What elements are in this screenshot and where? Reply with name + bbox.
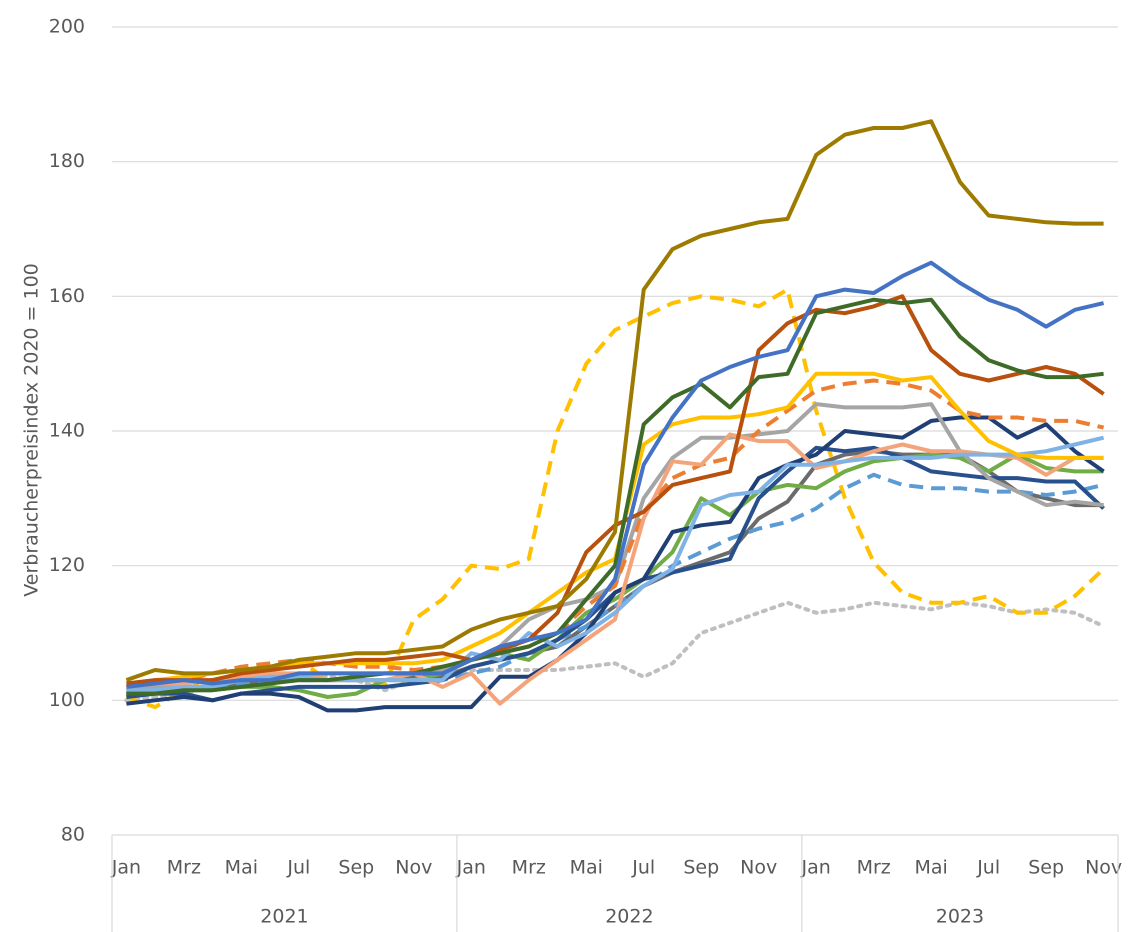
x-tick-label: Mrz [167, 857, 201, 879]
x-tick-label: Jul [976, 857, 1000, 879]
x-tick-label: Sep [338, 857, 374, 879]
y-tick-label: 180 [49, 150, 85, 172]
series-line [126, 260, 1105, 689]
x-tick-label: Jan [801, 857, 831, 879]
x-tick-label: Jul [631, 857, 655, 879]
y-tick-label: 200 [49, 16, 85, 38]
series-line [126, 402, 1104, 693]
y-axis-title: Verbraucherpreisindex 2020 = 100 [21, 263, 43, 597]
group-label: 2023 [936, 906, 984, 928]
group-label: 2021 [260, 906, 308, 928]
x-tick-label: Nov [395, 857, 432, 879]
y-tick-label: 120 [49, 554, 85, 576]
x-tick-label: Jan [456, 857, 486, 879]
y-tick-label: 140 [49, 420, 85, 442]
series-line [125, 119, 1104, 682]
series-line [125, 287, 1105, 710]
x-tick-label: Mai [570, 857, 603, 879]
series-line [126, 432, 1104, 706]
x-tick-label: Nov [1085, 857, 1122, 879]
x-tick-label: Mrz [512, 857, 546, 879]
series-line [126, 297, 1104, 696]
x-tick-label: Mai [225, 857, 258, 879]
x-tick-label: Jan [111, 857, 141, 879]
y-tick-label: 160 [49, 285, 85, 307]
x-tick-label: Jul [286, 857, 310, 879]
x-tick-label: Nov [740, 857, 777, 879]
x-tick-label: Mrz [857, 857, 891, 879]
x-tick-label: Mai [915, 857, 948, 879]
x-tick-label: Sep [683, 857, 719, 879]
y-tick-label: 80 [61, 824, 85, 846]
group-label: 2022 [605, 906, 653, 928]
y-tick-label: 100 [49, 689, 85, 711]
x-tick-label: Sep [1028, 857, 1064, 879]
